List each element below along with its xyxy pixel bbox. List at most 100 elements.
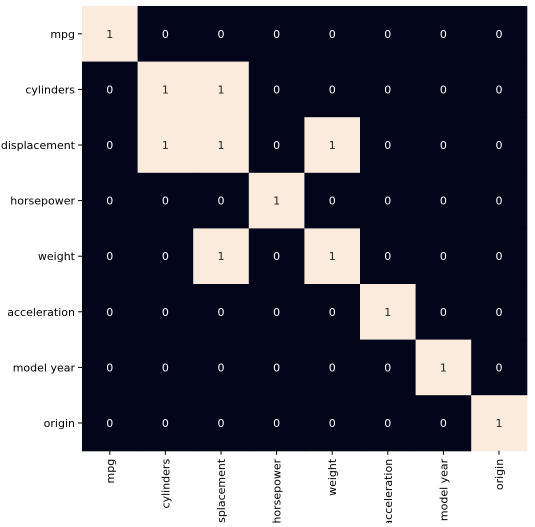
- heatmap-cell-4-2: [193, 228, 250, 285]
- heatmap-cell-0-2: [193, 6, 250, 63]
- heatmap-cell-5-3: [248, 284, 305, 341]
- x-tick-label-0: mpg: [104, 459, 117, 484]
- x-axis: mpg cylinders displacement horsepower weight…: [104, 450, 506, 527]
- cell-label-1-1: 1: [162, 83, 169, 96]
- heatmap-cell-2-5: [360, 117, 417, 174]
- cell-label-7-7: 1: [496, 417, 503, 430]
- cell-label-2-2: 1: [218, 139, 225, 152]
- cell-label-2-7: 0: [496, 139, 503, 152]
- cell-label-5-6: 0: [440, 306, 447, 319]
- heatmap-cell-5-2: [193, 284, 250, 341]
- heatmap-cell-5-0: [82, 284, 139, 341]
- cell-label-5-1: 0: [162, 306, 169, 319]
- cell-label-3-1: 0: [162, 195, 169, 208]
- y-tick-label-2: displacement: [1, 139, 76, 152]
- heatmap-cell-3-5: [360, 172, 417, 229]
- heatmap-cell-7-3: [248, 395, 305, 452]
- cell-label-4-4: 1: [329, 250, 336, 263]
- heatmap-cell-2-2: [193, 117, 250, 174]
- cell-label-2-1: 1: [162, 139, 169, 152]
- cell-label-5-7: 0: [496, 306, 503, 319]
- cell-label-7-6: 0: [440, 417, 447, 430]
- cell-label-5-4: 0: [329, 306, 336, 319]
- heatmap-cell-3-7: [471, 172, 528, 229]
- cell-label-4-5: 0: [384, 250, 391, 263]
- heatmap-cell-2-3: [248, 117, 305, 174]
- cell-label-2-5: 0: [384, 139, 391, 152]
- cell-label-7-4: 0: [329, 417, 336, 430]
- cell-label-6-1: 0: [162, 361, 169, 374]
- heatmap-cell-7-5: [360, 395, 417, 452]
- x-tick-label-5: acceleration: [382, 459, 395, 523]
- heatmap-cell-1-6: [415, 61, 472, 118]
- cell-label-7-2: 0: [218, 417, 225, 430]
- cell-label-6-2: 0: [218, 361, 225, 374]
- heatmap-cell-6-4: [304, 339, 361, 396]
- heatmap-cell-6-3: [248, 339, 305, 396]
- cell-label-6-4: 0: [329, 361, 336, 374]
- cell-label-0-6: 0: [440, 28, 447, 41]
- cell-label-0-0: 1: [106, 28, 113, 41]
- cell-label-1-4: 0: [329, 83, 336, 96]
- cell-label-0-7: 0: [496, 28, 503, 41]
- heatmap-cell-4-0: [82, 228, 139, 285]
- cell-label-4-2: 1: [218, 250, 225, 263]
- cell-label-1-3: 0: [273, 83, 280, 96]
- cell-label-0-1: 0: [162, 28, 169, 41]
- cell-label-6-5: 0: [384, 361, 391, 374]
- cell-label-5-3: 0: [273, 306, 280, 319]
- heatmap-cell-4-7: [471, 228, 528, 285]
- heatmap-cell-3-4: [304, 172, 361, 229]
- heatmap-cell-7-6: [415, 395, 472, 452]
- x-tick-label-2: displacement: [215, 458, 228, 523]
- heatmap-cell-3-3: [248, 172, 305, 229]
- cell-label-0-2: 0: [218, 28, 225, 41]
- cell-label-5-5: 1: [384, 306, 391, 319]
- cell-label-1-5: 0: [384, 83, 391, 96]
- cell-label-0-4: 0: [329, 28, 336, 41]
- cell-label-6-7: 0: [496, 361, 503, 374]
- x-tick-label-6: model year: [437, 458, 450, 521]
- heatmap-cell-1-4: [304, 61, 361, 118]
- cell-label-2-6: 0: [440, 139, 447, 152]
- heatmap-cell-0-4: [304, 6, 361, 63]
- cell-label-3-0: 0: [106, 195, 113, 208]
- y-tick-label-0: mpg: [50, 28, 75, 41]
- cell-label-1-6: 0: [440, 83, 447, 96]
- heatmap-cell-4-4: [304, 228, 361, 285]
- cell-label-3-4: 0: [329, 195, 336, 208]
- heatmap-cell-0-1: [137, 6, 194, 63]
- heatmap-cell-4-3: [248, 228, 305, 285]
- cell-label-2-4: 1: [329, 139, 336, 152]
- heatmap-cell-6-2: [193, 339, 250, 396]
- y-tick-label-4: weight: [38, 250, 76, 263]
- cell-label-5-2: 0: [218, 306, 225, 319]
- cell-label-1-0: 0: [106, 83, 113, 96]
- cell-label-7-1: 0: [162, 417, 169, 430]
- heatmap-cell-6-1: [137, 339, 194, 396]
- cell-label-7-3: 0: [273, 417, 280, 430]
- heatmap-cell-1-5: [360, 61, 417, 118]
- cell-label-0-3: 0: [273, 28, 280, 41]
- heatmap-cell-4-1: [137, 228, 194, 285]
- cell-label-1-7: 0: [496, 83, 503, 96]
- heatmap-cell-6-0: [82, 339, 139, 396]
- heatmap-cell-3-1: [137, 172, 194, 229]
- cell-label-3-2: 0: [218, 195, 225, 208]
- cell-label-6-3: 0: [273, 361, 280, 374]
- x-tick-label-4: weight: [326, 458, 339, 496]
- heatmap-cell-1-1: [137, 61, 194, 118]
- heatmap-cell-5-6: [415, 284, 472, 341]
- heatmap-cell-7-1: [137, 395, 194, 452]
- cell-label-1-2: 1: [218, 83, 225, 96]
- heatmap-cell-2-4: [304, 117, 361, 174]
- heatmap-cell-0-7: [471, 6, 528, 63]
- heatmap-cell-0-5: [360, 6, 417, 63]
- cell-label-7-0: 0: [106, 417, 113, 430]
- heatmap-cell-5-1: [137, 284, 194, 341]
- heatmap-cell-2-7: [471, 117, 528, 174]
- heatmap-cell-3-2: [193, 172, 250, 229]
- cell-label-4-1: 0: [162, 250, 169, 263]
